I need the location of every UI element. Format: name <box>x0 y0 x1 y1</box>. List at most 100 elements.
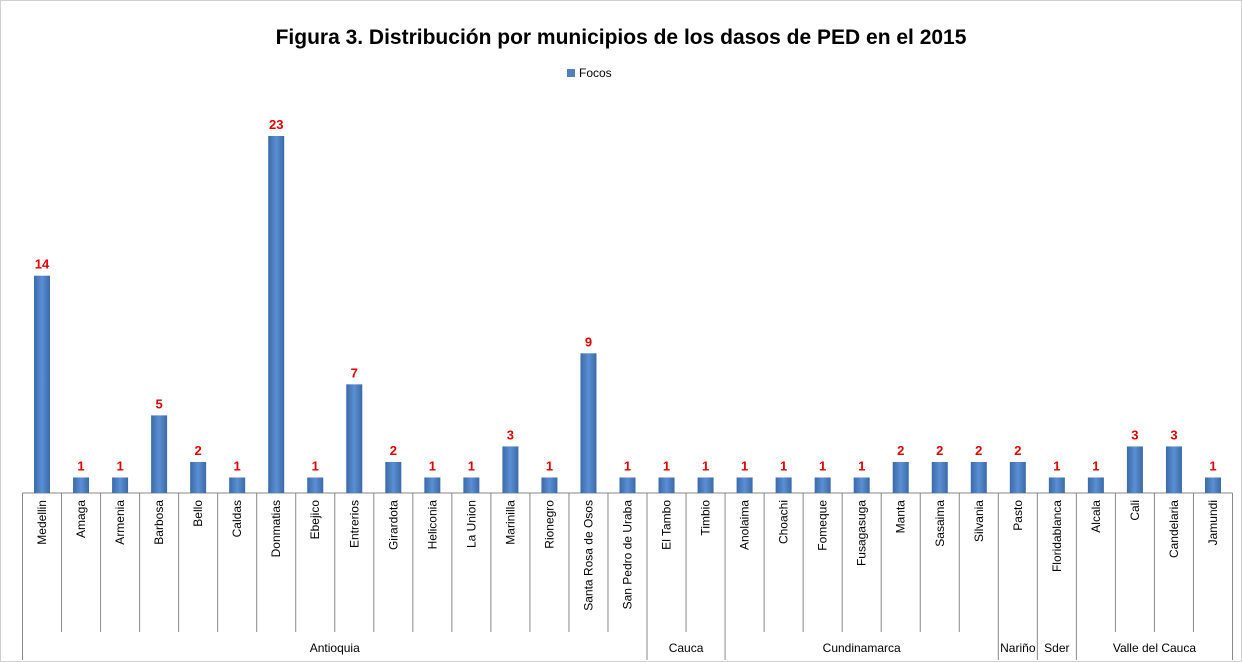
legend-label: Focos <box>579 66 612 80</box>
x-tick-label: Santa Rosa de Osos <box>581 500 595 611</box>
bar <box>619 477 636 493</box>
bar <box>736 477 753 493</box>
group-label: Sder <box>1044 641 1069 655</box>
data-label: 1 <box>741 458 748 473</box>
data-label: 3 <box>1170 427 1177 442</box>
bar <box>190 461 207 493</box>
group-label: Antioquia <box>310 641 360 655</box>
x-tick-label: Fomeque <box>816 500 830 551</box>
group-label: Cauca <box>669 641 704 655</box>
data-label: 2 <box>390 443 397 458</box>
data-label: 1 <box>234 458 241 473</box>
bar <box>112 477 129 493</box>
x-tick-label: Barbosa <box>152 500 166 545</box>
bar <box>424 477 441 493</box>
x-tick-label: San Pedro de Uraba <box>621 500 635 610</box>
x-tick-label: Entrerios <box>347 500 361 548</box>
data-label: 2 <box>195 443 202 458</box>
x-tick-label: Marinilla <box>503 500 517 545</box>
bar <box>268 136 285 493</box>
x-tick-label: Armenia <box>113 500 127 545</box>
bar <box>931 461 948 493</box>
x-tick-label: La Union <box>464 500 478 548</box>
data-label: 2 <box>897 443 904 458</box>
data-label: 1 <box>780 458 787 473</box>
bar <box>1126 446 1143 493</box>
bar <box>1087 477 1104 493</box>
bar <box>73 477 90 493</box>
data-label: 2 <box>975 443 982 458</box>
chart-title: Figura 3. Distribución por municipios de… <box>276 26 967 49</box>
data-label: 1 <box>819 458 826 473</box>
x-tick-label: Floridablanca <box>1050 500 1064 572</box>
x-tick-label: Donmatias <box>269 500 283 557</box>
group-label: Valle del Cauca <box>1113 641 1196 655</box>
data-label: 14 <box>35 257 50 272</box>
data-label: 1 <box>663 458 670 473</box>
bar <box>229 477 246 493</box>
bar <box>502 446 519 493</box>
bar <box>658 477 675 493</box>
bar <box>853 477 870 493</box>
group-label: Nariño <box>1000 641 1036 655</box>
x-tick-label: Girardota <box>386 500 400 550</box>
data-label: 1 <box>468 458 475 473</box>
bar <box>814 477 831 493</box>
bar <box>307 477 324 493</box>
x-tick-label: Amaga <box>74 500 88 538</box>
bar <box>970 461 987 493</box>
data-label: 23 <box>269 117 283 132</box>
x-tick-label: Manta <box>894 500 908 534</box>
data-label: 1 <box>429 458 436 473</box>
data-label: 1 <box>702 458 709 473</box>
x-tick-label: Timbio <box>699 500 713 536</box>
bar <box>385 461 402 493</box>
bar <box>697 477 714 493</box>
bar <box>346 384 363 493</box>
x-tick-label: Medellin <box>35 500 49 545</box>
bar <box>463 477 480 493</box>
bar <box>1048 477 1065 493</box>
data-label: 1 <box>546 458 553 473</box>
x-tick-label: Jamundi <box>1206 500 1220 545</box>
x-tick-label: Alcala <box>1089 500 1103 533</box>
bar <box>580 353 597 493</box>
bar <box>541 477 558 493</box>
bar <box>151 415 168 493</box>
data-label: 7 <box>351 365 358 380</box>
data-label: 2 <box>936 443 943 458</box>
x-tick-label: El Tambo <box>660 500 674 550</box>
x-tick-label: Cali <box>1128 500 1142 521</box>
data-label: 1 <box>1209 458 1216 473</box>
x-tick-label: Fusagasuga <box>855 500 869 566</box>
bar <box>1009 461 1026 493</box>
bar <box>1204 477 1221 493</box>
data-label: 1 <box>858 458 865 473</box>
data-label: 9 <box>585 334 592 349</box>
legend-swatch <box>567 69 575 77</box>
data-label: 3 <box>1131 427 1138 442</box>
data-label: 1 <box>116 458 123 473</box>
data-label: 5 <box>155 396 162 411</box>
group-label: Cundinamarca <box>823 641 901 655</box>
x-tick-label: Choachi <box>777 500 791 544</box>
x-tick-label: Caldas <box>230 500 244 537</box>
bar <box>775 477 792 493</box>
x-tick-label: Silvania <box>972 500 986 542</box>
data-label: 1 <box>312 458 319 473</box>
x-tick-label: Pasto <box>1011 500 1025 531</box>
data-label: 2 <box>1014 443 1021 458</box>
x-tick-label: Anolaima <box>738 500 752 550</box>
x-tick-label: Bello <box>191 500 205 527</box>
data-label: 1 <box>1053 458 1060 473</box>
data-label: 1 <box>624 458 631 473</box>
data-label: 3 <box>507 427 514 442</box>
data-label: 1 <box>77 458 84 473</box>
bar <box>892 461 909 493</box>
data-label: 1 <box>1092 458 1099 473</box>
x-tick-label: Ebejico <box>308 500 322 540</box>
x-tick-label: Sasaima <box>933 500 947 547</box>
